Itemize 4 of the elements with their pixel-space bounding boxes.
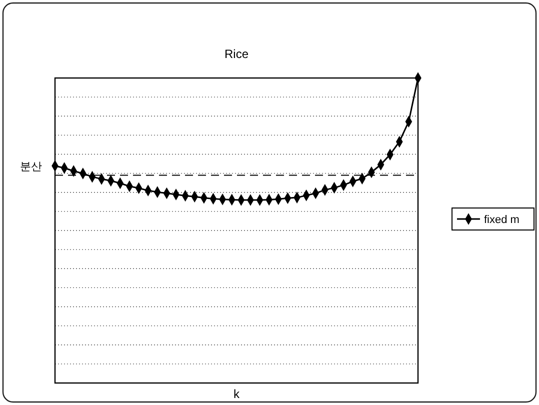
chart-title: Rice: [224, 47, 249, 61]
y-axis-title: 분산: [20, 160, 42, 173]
x-axis-title: k: [234, 387, 240, 401]
legend-label: fixed m: [484, 214, 520, 226]
